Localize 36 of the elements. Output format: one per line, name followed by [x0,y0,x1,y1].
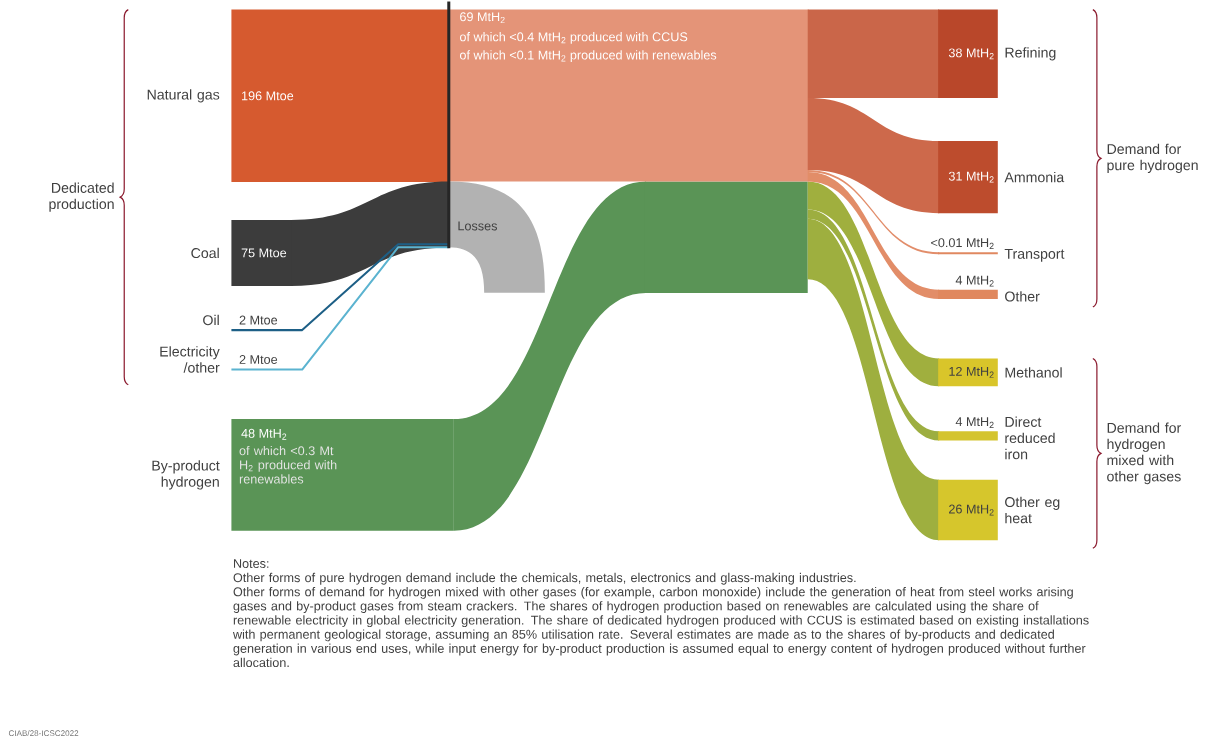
category-label: Oil [203,314,219,326]
text: Dedicated production [49,182,114,212]
text: 69 MtH$_{2}$ [460,12,505,23]
category-label: Ammonia [1004,171,1065,183]
data-label: 196 Mtoe [242,91,294,101]
text: Other forms of demand for hydrogen mixed with other gases (for example, carbon monoxide) include the generation of heat from steel works arising gases and by-product gases from steam crackers. The shares of hydrogen production based on renewables are calculated using the share of renewable electricity in global electricity generation. The share of dedicated hydrogen produced with CCUS is estimated based on existing installations with permanent geological storage, assuming an 85% utilisation rate. Several estimates are made as to the shares of by-products and dedicated generation in various end uses, while input energy for by-product production is assumed equal to energy content of hydrogen produced without further allocation. [232,586,1089,667]
category-label: Electricity /other [160,345,220,373]
data-label: 4 MtH$_{2}$ [955,417,994,428]
category-label: Other eg heat [1005,496,1060,524]
text: of which <0.3 Mt H$_{2}$ produced with renewables [239,445,337,484]
text: Notes: [233,558,269,568]
data-label: 75 Mtoe [241,248,287,258]
category-label: Transport [1004,248,1065,262]
text: Demand for hydrogen mixed with other gases [1107,422,1182,485]
data-label: 12 MtH$_{2}$ [949,366,994,378]
data-label: 4 MtH$_{2}$ [955,275,994,287]
data-label: 48 MtH$_{2}$ [241,428,287,440]
data-label: 2 Mtoe [239,315,278,325]
category-label: Natural gas [147,89,220,103]
text: Demand for pure hydrogen [1107,143,1198,173]
text: of which <0.4 MtH$_{2}$ produced with CCUS [459,31,688,44]
category-label: By-product hydrogen [152,460,220,490]
data-label: <0.01 MtH$_{2}$ [931,238,994,249]
category-label: Other [1005,290,1040,302]
text: Losses [458,221,497,231]
category-label: Refining [1005,47,1056,61]
text: CIAB/28-ICSC2022 [8,729,79,736]
category-label: Methanol [1005,366,1062,378]
text: Other forms of pure hydrogen demand include the chemicals, metals, electronics and glass-making industries. [233,572,856,585]
data-label: 31 MtH$_{2}$ [948,171,994,183]
data-label: 38 MtH$_{2}$ [948,48,994,60]
text: of which <0.1 MtH$_{2}$ produced with renewables [459,50,717,62]
category-label: Coal [191,247,219,258]
data-label: 26 MtH$_{2}$ [949,504,994,516]
data-label: 2 Mtoe [239,354,278,364]
category-label: Direct reduced iron [1005,416,1055,460]
